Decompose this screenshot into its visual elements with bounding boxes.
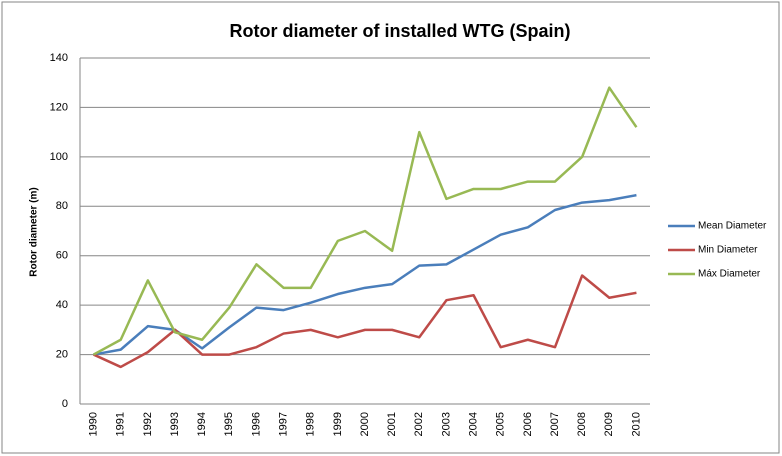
x-tick-label: 2004 [467,412,479,436]
x-tick-label: 1995 [223,412,235,436]
y-tick-label: 0 [62,398,68,410]
x-tick-label: 1990 [87,412,99,436]
data-line [92,86,638,356]
legend-label: Min Diameter [698,245,758,256]
x-tick-label: 1998 [305,412,317,436]
legend-label: Mean Diameter [698,221,767,232]
x-tick-label: 1992 [142,412,154,436]
y-tick-label: 100 [50,151,68,163]
chart-title: Rotor diameter of installed WTG (Spain) [229,21,570,41]
x-tick-label: 1997 [277,412,289,436]
x-tick-label: 2001 [386,412,398,436]
x-tick-label: 1993 [169,412,181,436]
y-axis-label: Rotor diameter (m) [29,187,40,276]
legend-label: Máx Diameter [698,269,761,280]
x-tick-label: 2010 [630,412,642,436]
y-tick-label: 40 [56,299,68,311]
x-tick-label: 1999 [332,412,344,436]
y-tick-label: 120 [50,101,68,113]
x-tick-label: 2007 [549,412,561,436]
y-tick-label: 140 [50,52,68,64]
x-tick-label: 2008 [576,412,588,436]
x-tick-label: 1991 [115,412,127,436]
x-tick-label: 1996 [250,412,262,436]
x-tick-label: 2000 [359,412,371,436]
x-tick-label: 1994 [196,412,208,436]
y-tick-label: 80 [56,200,68,212]
y-tick-label: 60 [56,250,68,262]
x-tick-label: 2006 [522,412,534,436]
x-tick-label: 2005 [495,412,507,436]
x-tick-label: 2003 [440,412,452,436]
x-tick-label: 2009 [603,412,615,436]
data-line [93,274,637,369]
y-tick-label: 20 [56,348,68,360]
x-tick-label: 2002 [413,412,425,436]
